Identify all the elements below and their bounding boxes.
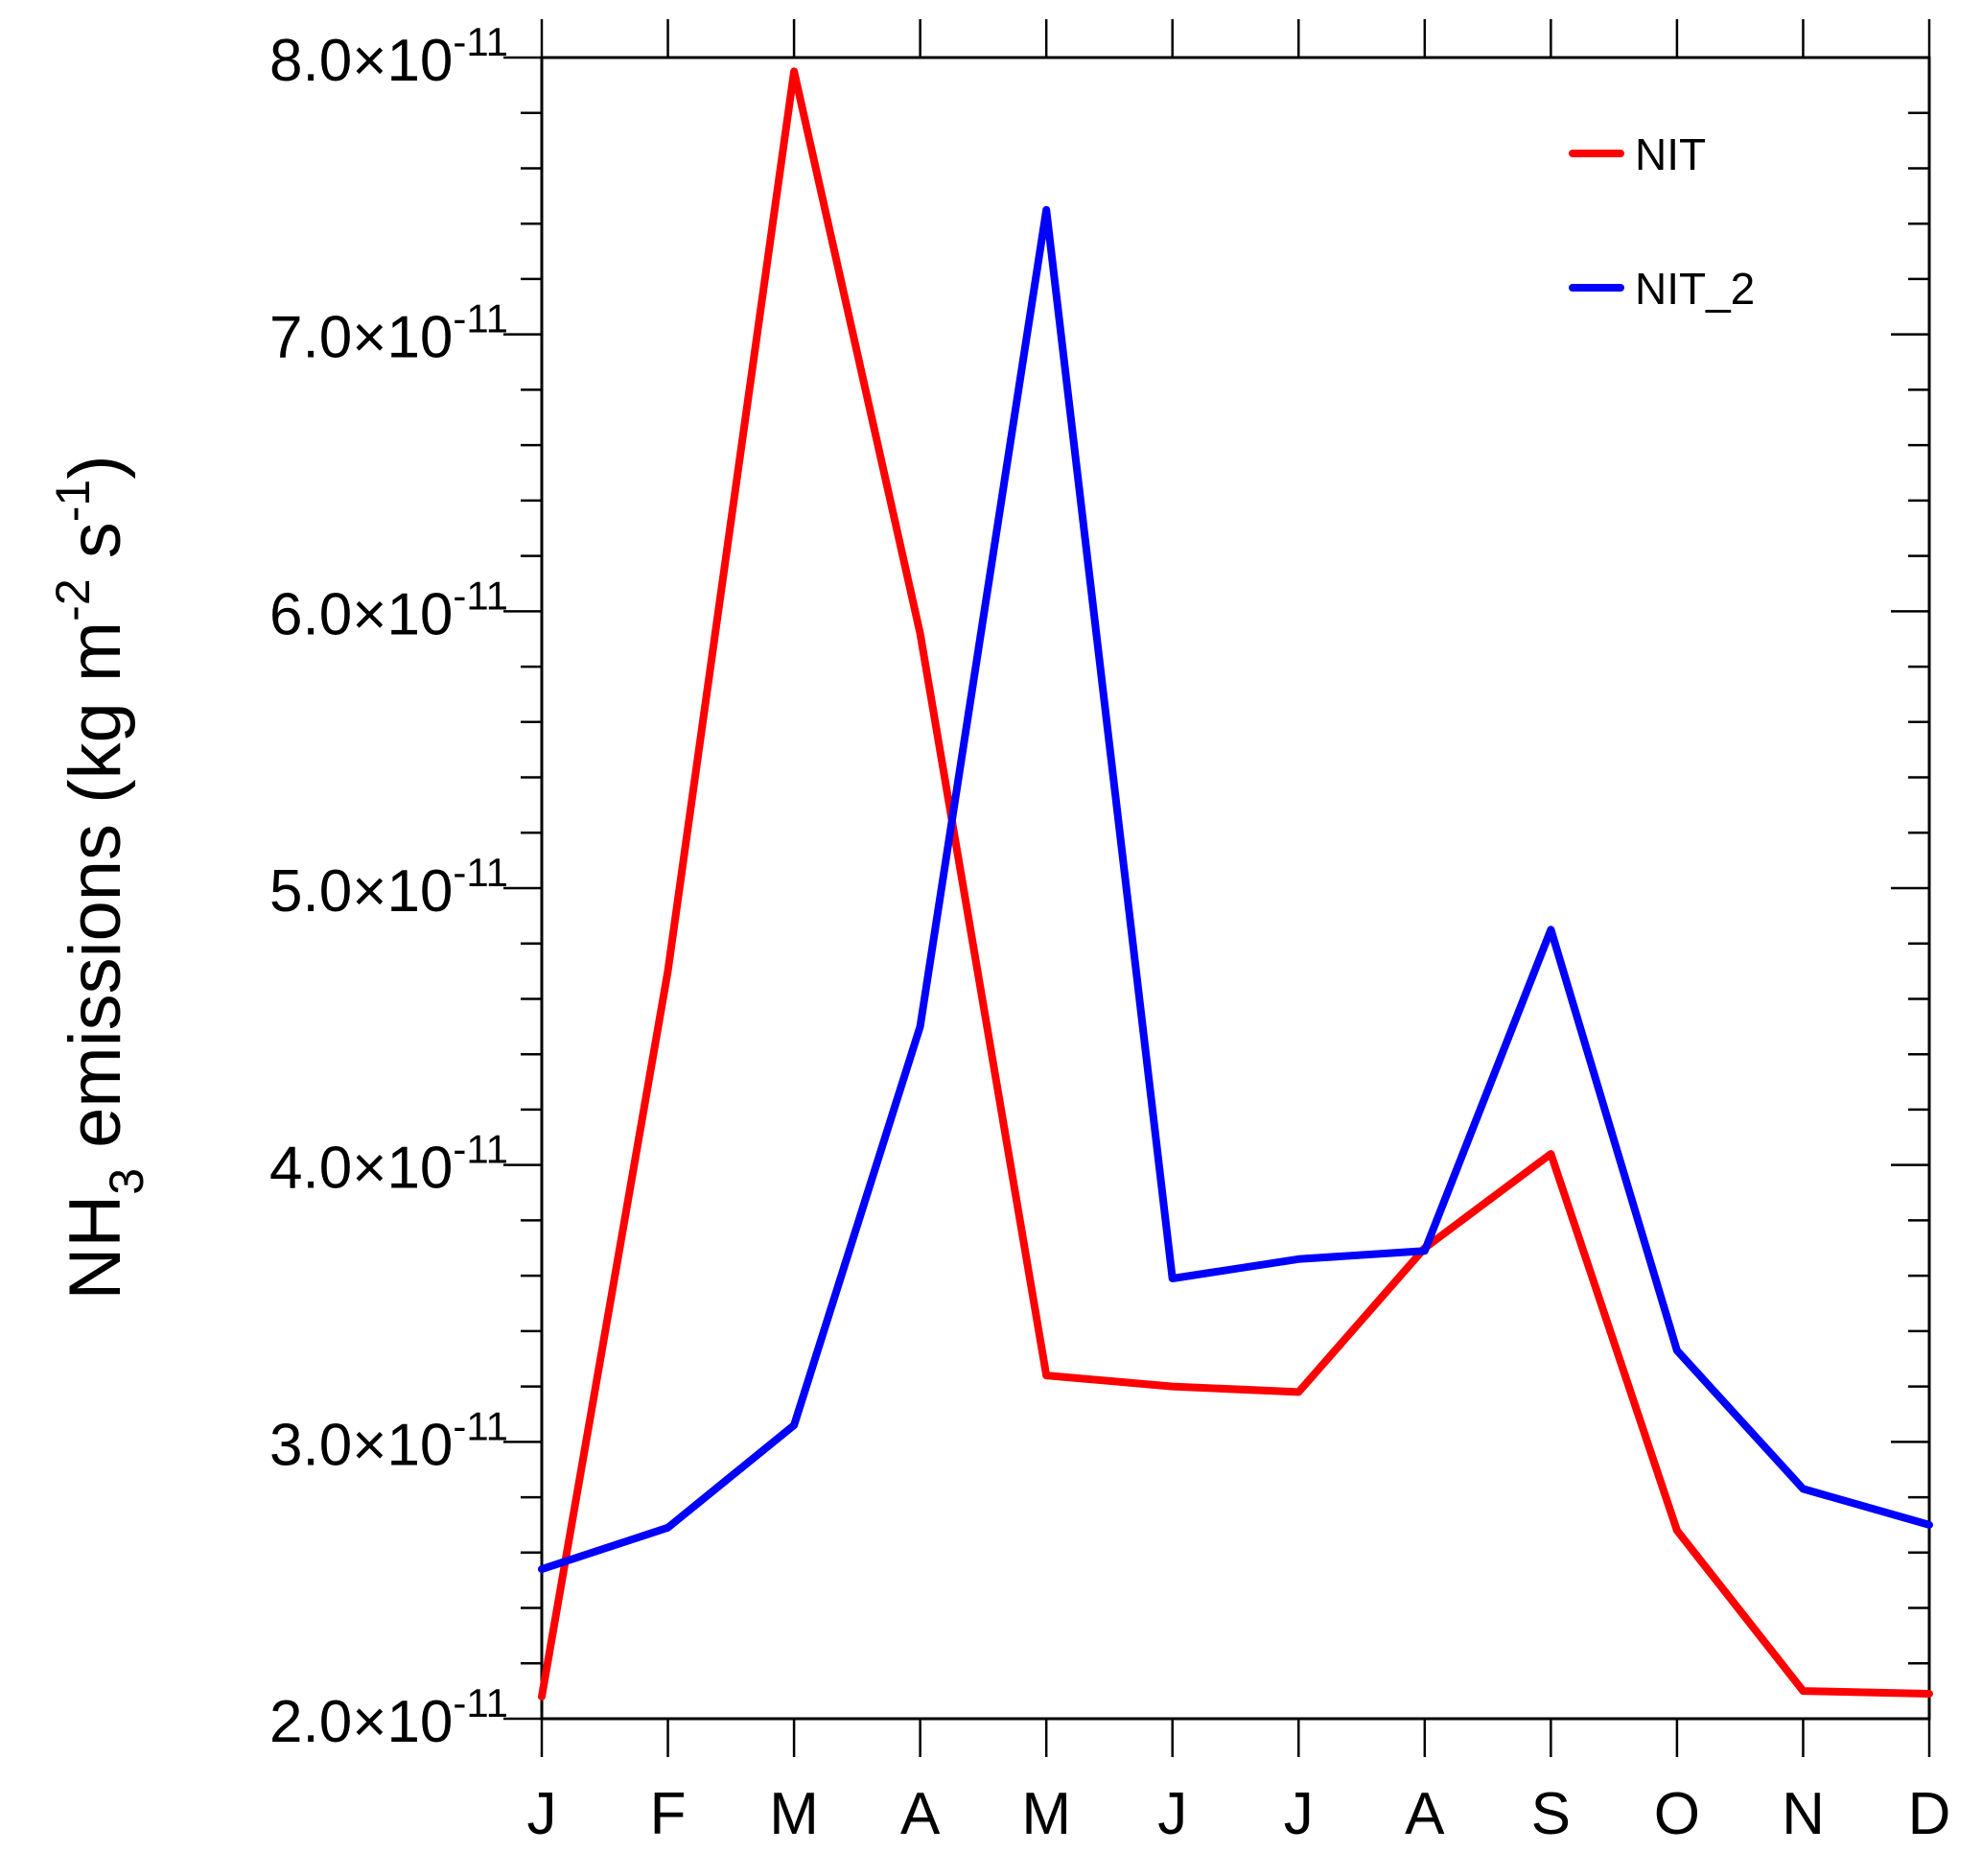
- series-line-nit: [538, 67, 1933, 1700]
- x-tick-label: O: [1654, 1781, 1700, 1847]
- y-tick-label: 3.0×10-11: [269, 1403, 508, 1478]
- legend-label: NIT: [1635, 129, 1706, 179]
- y-tick-label: 2.0×10-11: [269, 1680, 508, 1755]
- x-tick-label: A: [900, 1781, 941, 1847]
- x-tick-label: J: [527, 1781, 557, 1847]
- y-tick-label: 8.0×10-11: [269, 19, 508, 94]
- y-tick-label: 7.0×10-11: [269, 296, 508, 371]
- x-tick-label: J: [1284, 1781, 1314, 1847]
- y-tick-label: 4.0×10-11: [269, 1127, 508, 1202]
- x-tick-label: D: [1908, 1781, 1951, 1847]
- series-line-nit-2: [538, 205, 1933, 1574]
- legend: NIT NIT_2: [1569, 129, 1755, 314]
- x-tick-label: A: [1405, 1781, 1445, 1847]
- y-tick-label: 5.0×10-11: [269, 850, 508, 925]
- x-tick-label: N: [1782, 1781, 1825, 1847]
- y-axis-tick-labels: 2.0×10-11 3.0×10-11 4.0×10-11 5.0×10-11 6.0×…: [269, 19, 508, 1755]
- x-tick-label: F: [650, 1781, 687, 1847]
- y-axis-title: NH3 emissions (kg m-2 s-1): [46, 455, 153, 1300]
- x-tick-label: S: [1531, 1781, 1571, 1847]
- y-tick-label: 6.0×10-11: [269, 573, 508, 647]
- series-layer: [538, 67, 1933, 1700]
- plot-frame-layer: [503, 19, 1931, 1757]
- x-tick-label: M: [769, 1781, 819, 1847]
- x-tick-label: J: [1157, 1781, 1187, 1847]
- legend-label: NIT_2: [1635, 264, 1755, 314]
- x-tick-label: M: [1021, 1781, 1071, 1847]
